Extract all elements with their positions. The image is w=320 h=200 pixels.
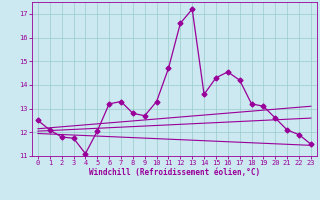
X-axis label: Windchill (Refroidissement éolien,°C): Windchill (Refroidissement éolien,°C) — [89, 168, 260, 177]
